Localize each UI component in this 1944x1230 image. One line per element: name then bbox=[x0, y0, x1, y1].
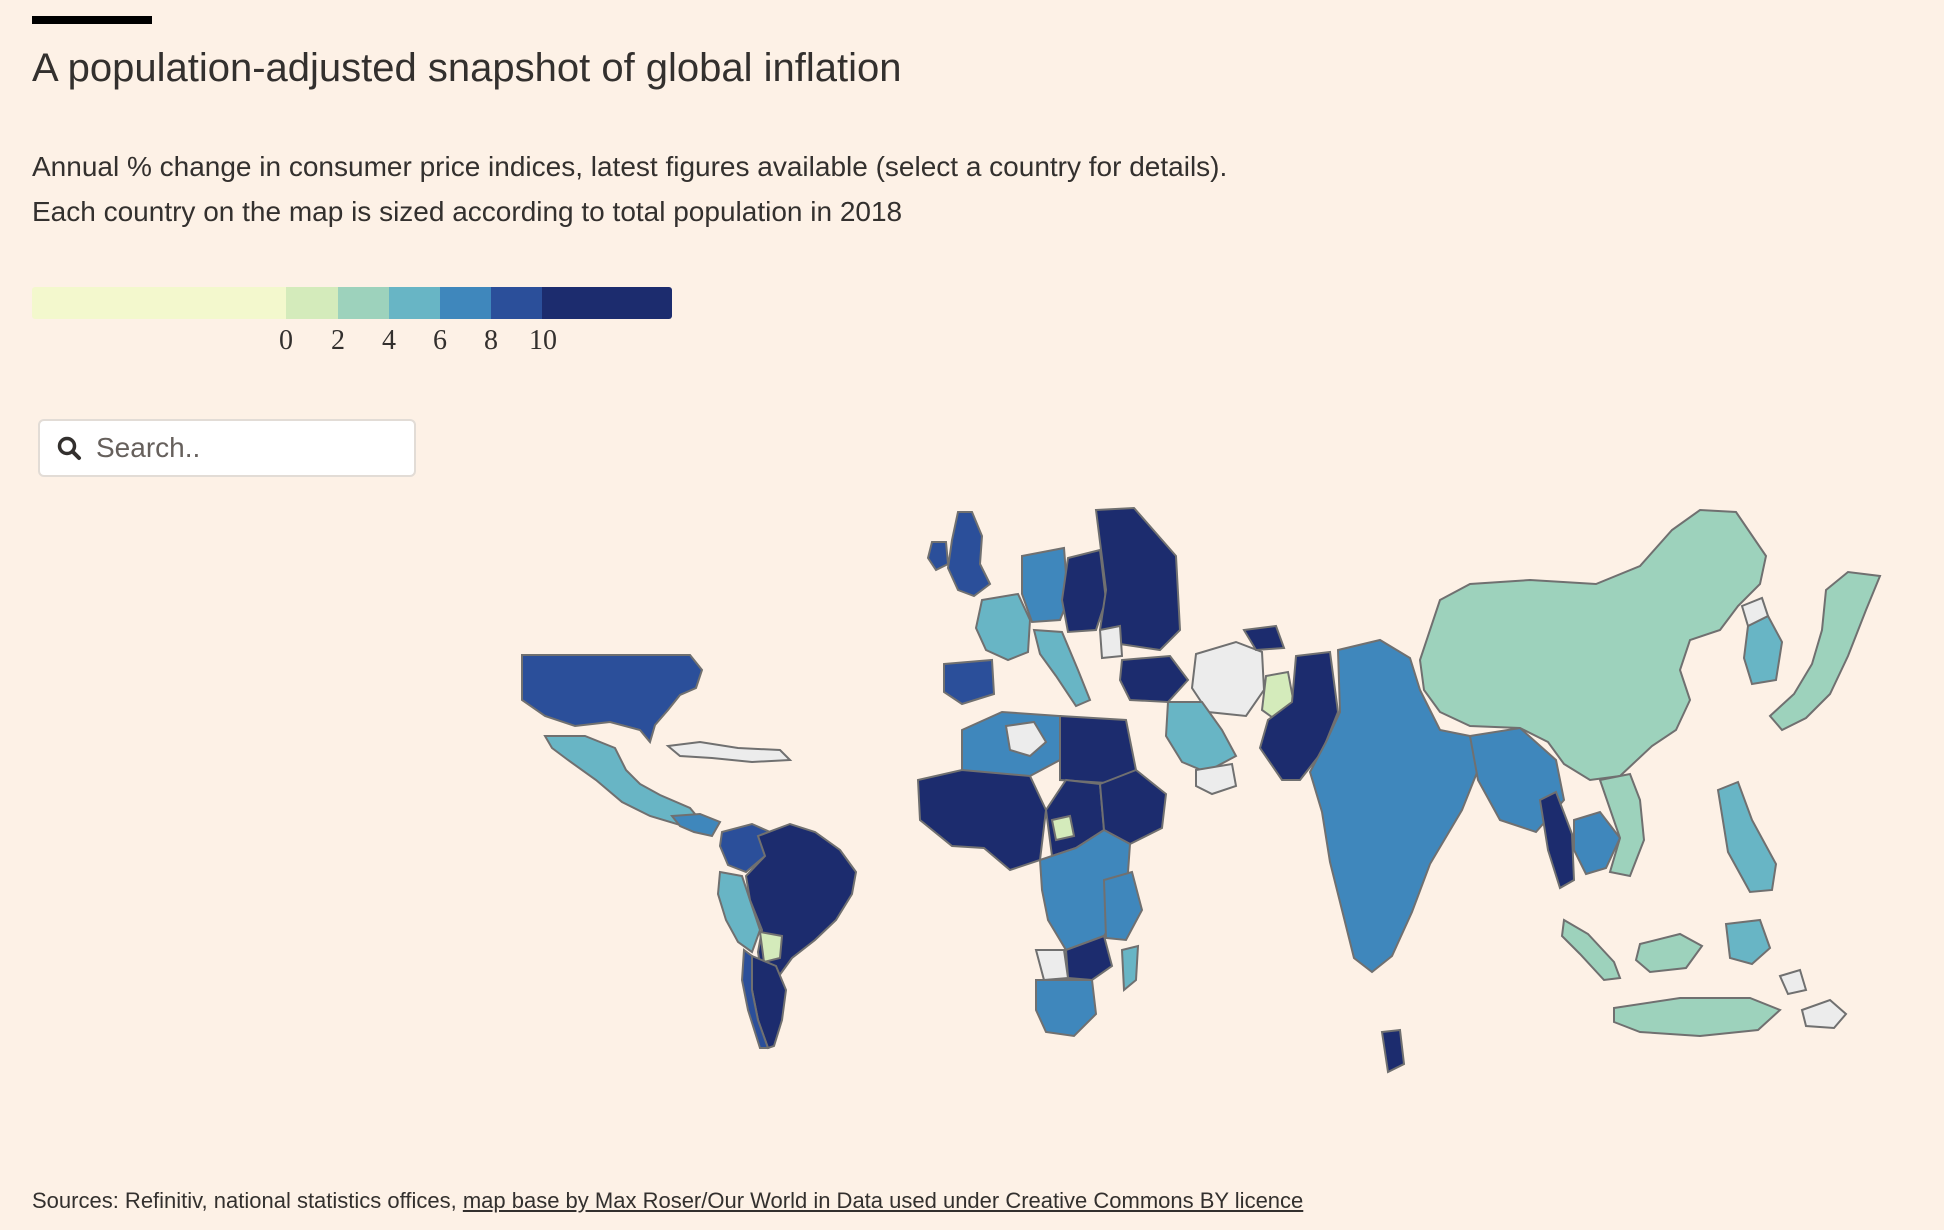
country-balkans[interactable] bbox=[1098, 624, 1124, 660]
country-sumatra[interactable] bbox=[1560, 918, 1622, 982]
country-uk[interactable] bbox=[946, 511, 992, 598]
country-germany-central[interactable] bbox=[1060, 548, 1108, 634]
legend-swatch-above-10 bbox=[542, 287, 672, 319]
country-sri-lanka[interactable] bbox=[1380, 1028, 1406, 1074]
country-angola-namibia[interactable] bbox=[1034, 949, 1070, 982]
country-caribbean[interactable] bbox=[665, 740, 793, 764]
page-subtitle: Annual % change in consumer price indice… bbox=[32, 144, 1532, 234]
legend-tick-10: 10 bbox=[529, 325, 557, 356]
cartogram-svg bbox=[521, 506, 1882, 1074]
country-west-africa[interactable] bbox=[916, 768, 1048, 872]
country-india[interactable] bbox=[1308, 638, 1480, 974]
country-turkey-region[interactable] bbox=[1118, 654, 1190, 704]
legend-bar bbox=[32, 287, 672, 319]
country-madagascar[interactable] bbox=[1120, 944, 1140, 993]
country-philippines[interactable] bbox=[1716, 780, 1778, 894]
legend-swatch-6-8 bbox=[440, 287, 491, 319]
legend-tick-2: 2 bbox=[331, 325, 345, 356]
legend-swatch-0-2 bbox=[286, 287, 338, 319]
country-spain[interactable] bbox=[943, 658, 996, 706]
top-rule bbox=[32, 16, 152, 24]
legend-swatch-2-4 bbox=[338, 287, 389, 319]
country-png[interactable] bbox=[1800, 998, 1848, 1030]
country-indonesia[interactable] bbox=[1613, 997, 1782, 1038]
country-usa[interactable] bbox=[521, 654, 704, 745]
country-south-africa[interactable] bbox=[1035, 979, 1098, 1038]
map-base-link[interactable]: map base by Max Roser/Our World in Data … bbox=[462, 1188, 1304, 1213]
country-east-africa[interactable] bbox=[1102, 870, 1144, 942]
country-timor-region[interactable] bbox=[1778, 968, 1808, 996]
country-china[interactable] bbox=[1418, 508, 1768, 782]
country-myanmar[interactable] bbox=[1538, 790, 1576, 890]
country-chile[interactable] bbox=[740, 948, 770, 1049]
country-caucasus-iran[interactable] bbox=[1190, 640, 1266, 718]
legend-tick-0: 0 bbox=[279, 325, 293, 356]
country-central-america[interactable] bbox=[670, 812, 722, 838]
country-ireland[interactable] bbox=[926, 541, 950, 572]
cartogram-map bbox=[0, 480, 1944, 1100]
country-pakistan[interactable] bbox=[1258, 650, 1340, 781]
legend-swatch-below-0 bbox=[32, 287, 286, 319]
search-box[interactable] bbox=[38, 419, 416, 477]
color-legend: 0 2 4 6 8 10 bbox=[32, 287, 672, 359]
sources-text: Sources: Refinitiv, national statistics … bbox=[32, 1188, 463, 1213]
country-eastern-indonesia[interactable] bbox=[1724, 918, 1772, 966]
country-eastern-europe[interactable] bbox=[1094, 506, 1182, 652]
legend-swatch-8-10 bbox=[491, 287, 542, 319]
country-vietnam[interactable] bbox=[1598, 772, 1646, 878]
page-title: A population-adjusted snapshot of global… bbox=[32, 46, 902, 90]
legend-tick-4: 4 bbox=[382, 325, 396, 356]
legend-swatch-4-6 bbox=[389, 287, 440, 319]
country-middle-east[interactable] bbox=[1164, 701, 1238, 774]
country-russia-north[interactable] bbox=[1242, 624, 1286, 652]
country-italy[interactable] bbox=[1032, 628, 1092, 708]
country-france[interactable] bbox=[974, 592, 1032, 662]
subtitle-line-1: Annual % change in consumer price indice… bbox=[32, 151, 1228, 182]
legend-tick-8: 8 bbox=[484, 325, 498, 356]
search-icon bbox=[57, 436, 81, 460]
subtitle-line-2: Each country on the map is sized accordi… bbox=[32, 196, 903, 227]
legend-tick-6: 6 bbox=[433, 325, 447, 356]
country-bolivia-paraguay[interactable] bbox=[758, 930, 784, 964]
search-input[interactable] bbox=[94, 431, 398, 465]
country-north-korea[interactable] bbox=[1740, 596, 1770, 628]
country-yemen-oman[interactable] bbox=[1195, 762, 1238, 796]
sources-footer: Sources: Refinitiv, national statistics … bbox=[32, 1188, 1303, 1214]
country-thailand-laos[interactable] bbox=[1573, 810, 1622, 876]
country-algeria-libya[interactable] bbox=[1004, 720, 1048, 758]
country-japan[interactable] bbox=[1768, 570, 1882, 732]
country-malaysia[interactable] bbox=[1634, 932, 1704, 974]
country-ecuador-peru[interactable] bbox=[716, 870, 762, 954]
country-niger-belt[interactable] bbox=[1050, 814, 1076, 842]
country-nordics[interactable] bbox=[1021, 546, 1070, 624]
